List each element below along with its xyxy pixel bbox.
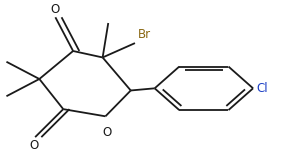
Text: O: O	[29, 139, 38, 152]
Text: O: O	[51, 3, 60, 16]
Text: O: O	[102, 126, 112, 139]
Text: Cl: Cl	[256, 82, 268, 95]
Text: Br: Br	[138, 28, 151, 41]
